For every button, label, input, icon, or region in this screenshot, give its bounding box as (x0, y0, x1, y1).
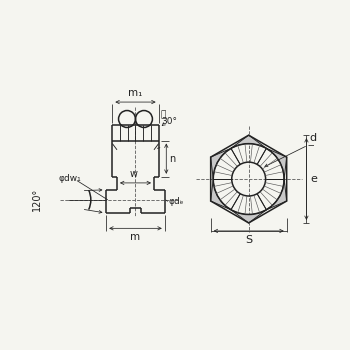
Text: φdₑ: φdₑ (169, 197, 184, 206)
Polygon shape (231, 210, 266, 223)
Text: φdw₁: φdw₁ (58, 174, 81, 183)
Text: w: w (130, 169, 138, 179)
Text: m: m (131, 232, 141, 242)
Text: 約: 約 (161, 110, 166, 119)
Polygon shape (266, 179, 287, 210)
Text: 30°: 30° (161, 117, 177, 126)
Polygon shape (211, 179, 231, 210)
Text: e: e (310, 174, 317, 184)
Text: d: d (309, 133, 317, 143)
Text: S: S (245, 235, 252, 245)
Polygon shape (266, 148, 287, 179)
Text: n: n (169, 154, 176, 164)
Text: 120°: 120° (32, 188, 42, 211)
Text: m₁: m₁ (128, 88, 143, 98)
Polygon shape (211, 148, 231, 179)
Polygon shape (231, 135, 266, 148)
